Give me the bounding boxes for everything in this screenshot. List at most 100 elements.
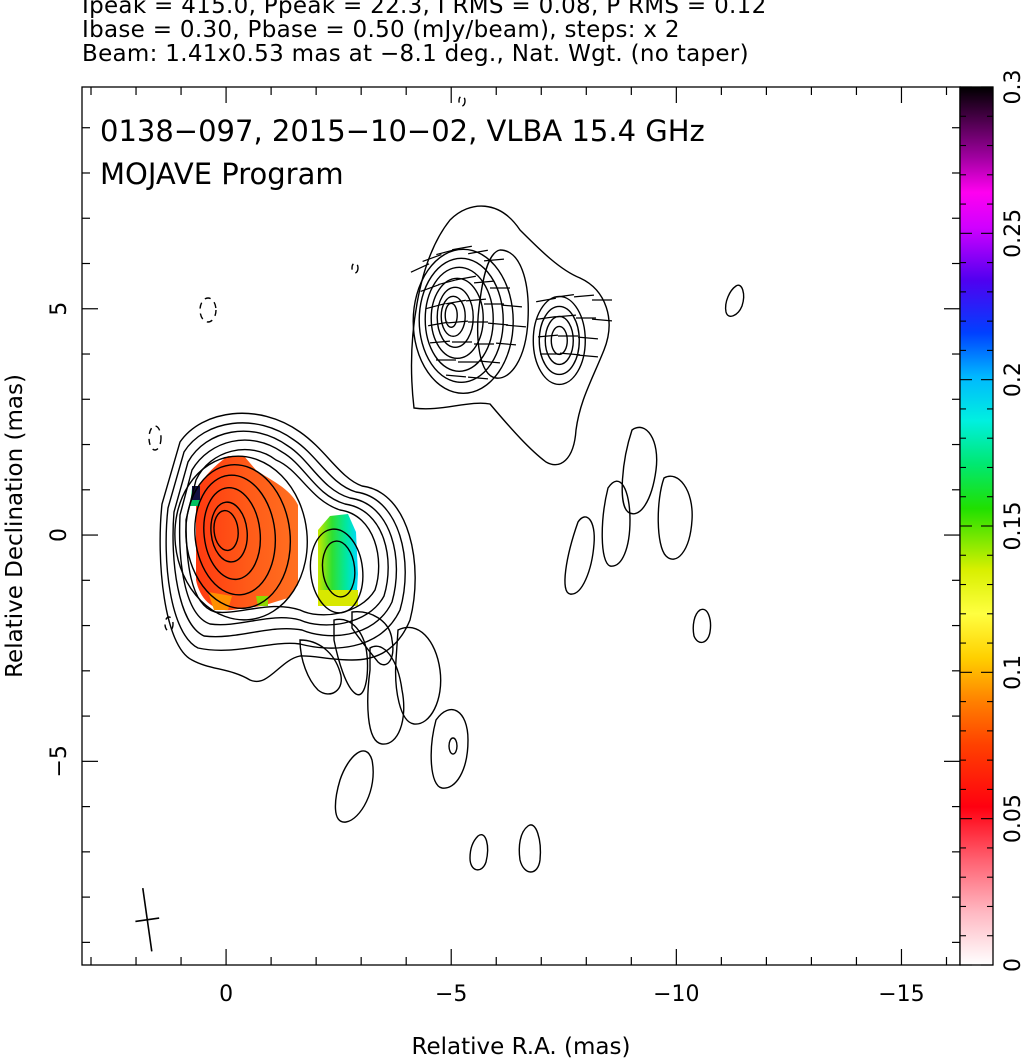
x-tick-label: 0 — [219, 982, 233, 1007]
evpa-tick — [447, 320, 469, 324]
y-tick-label: −5 — [47, 745, 72, 777]
evpa-tick — [422, 254, 442, 262]
colorbar-tick-label: 0.05 — [1001, 794, 1021, 843]
evpa-tick — [577, 354, 599, 358]
evpa-tick — [428, 321, 448, 327]
evpa-tick — [479, 360, 501, 364]
negative-contour — [351, 262, 359, 274]
evpa-tick — [445, 374, 467, 378]
plot-title-source: 0138−097, 2015−10−02, VLBA 15.4 GHz — [100, 114, 705, 148]
core-envelope-contour — [185, 448, 380, 616]
x-tick-label: −5 — [435, 982, 467, 1007]
jet-contour — [601, 480, 631, 567]
jet-contour — [299, 639, 342, 695]
pol-patch — [318, 590, 358, 606]
core-envelope-contour — [159, 412, 416, 683]
core-contour — [210, 501, 248, 563]
x-tick-label: −15 — [878, 982, 924, 1007]
header-line-beam: Beam: 1.41x0.53 mas at −8.1 deg., Nat. W… — [82, 41, 749, 67]
evpa-tick — [495, 342, 517, 346]
jet-contour — [333, 618, 369, 696]
y-axis-label: Relative Declination (mas) — [2, 374, 28, 678]
core-envelope-contour — [178, 439, 389, 626]
colorbar-tick-label: 0.2 — [1001, 362, 1021, 397]
evpa-tick — [573, 294, 595, 298]
core-envelope-contour — [172, 430, 398, 638]
header-line-peak-rms: Ipeak = 415.0, Ppeak = 22.3, I RMS = 0.0… — [82, 0, 767, 19]
north-component-contour — [477, 249, 529, 379]
jet-contour — [334, 750, 374, 823]
north-component-contour — [412, 248, 514, 394]
negative-contour — [148, 425, 162, 451]
north-knot-contour — [538, 305, 580, 376]
plot-title-program: MOJAVE Program — [100, 157, 344, 191]
colorbar-tick-label: 0.25 — [1001, 209, 1021, 258]
pol-patch-dark — [192, 486, 200, 500]
evpa-tick — [456, 275, 476, 281]
jet-contour — [657, 475, 693, 560]
core-contour — [213, 509, 239, 552]
plot-header: Ipeak = 415.0, Ppeak = 22.3, I RMS = 0.0… — [82, 0, 1012, 66]
evpa-tick — [420, 284, 440, 292]
evpa-tick — [505, 324, 527, 328]
pol-patch — [256, 596, 268, 606]
evpa-tick — [467, 376, 489, 380]
core-envelope-contour — [165, 422, 406, 651]
colorbar-tick-label: 0.1 — [1001, 655, 1021, 690]
evpa-tick — [452, 245, 472, 251]
evpa-tick — [468, 249, 488, 255]
negative-contour — [458, 95, 466, 107]
core-contour — [203, 486, 262, 581]
jet-contour — [621, 426, 658, 515]
negative-contour — [199, 297, 217, 323]
evpa-tick — [536, 297, 556, 303]
north-knot-contour — [550, 325, 568, 356]
jet-contour — [367, 645, 405, 745]
evpa-tick — [487, 322, 509, 326]
colorbar-tick-label: 0 — [1001, 958, 1021, 972]
evpa-tick — [555, 314, 577, 318]
evpa-tick — [426, 302, 446, 310]
jet-contour — [564, 516, 595, 595]
evpa-tick — [410, 263, 430, 273]
beam-minor-axis — [135, 917, 160, 923]
evpa-tick — [554, 294, 574, 298]
beam-marker — [135, 888, 160, 952]
fractional-polarization-map — [190, 456, 358, 611]
jet-contour — [518, 824, 542, 873]
north-component-contour — [424, 266, 494, 372]
north-component-contour — [444, 302, 458, 328]
jet-contour — [394, 626, 442, 725]
jet-contour — [430, 708, 469, 789]
north-component-contour — [430, 277, 484, 359]
stokes-i-contours — [148, 95, 745, 873]
evpa-tick — [501, 304, 523, 308]
core-contour — [194, 474, 277, 596]
evpa-tick — [438, 278, 458, 286]
north-envelope-contour — [410, 205, 610, 466]
evpa-tick — [559, 352, 581, 356]
x-tick-label: −10 — [653, 982, 699, 1007]
colorbar-tick-label: 0.15 — [1001, 502, 1021, 551]
core-contour — [174, 455, 308, 621]
x-axis-label: Relative R.A. (mas) — [412, 1034, 631, 1060]
knot-contour — [309, 528, 364, 614]
axis-ticks: 0 −5 −10 −15 5 0 −5 — [47, 87, 960, 1007]
y-tick-label: 0 — [47, 528, 72, 542]
colorbar-tick-label: 0.3 — [1001, 70, 1021, 105]
north-component-contour — [418, 257, 504, 383]
north-component-contour — [440, 295, 466, 337]
jet-contour — [724, 284, 745, 317]
jet-contour — [351, 611, 394, 666]
evpa-tick — [483, 258, 505, 262]
header-line-base-contours: Ibase = 0.30, Pbase = 0.50 (mJy/beam), s… — [82, 17, 680, 43]
evpa-tick — [591, 318, 613, 322]
y-tick-label: 5 — [47, 302, 72, 316]
north-component-contour — [436, 286, 474, 348]
north-knot-contour — [532, 295, 586, 386]
north-knot-contour — [544, 315, 574, 366]
evpa-ticks — [410, 245, 613, 380]
evpa-tick — [577, 336, 599, 340]
evpa-tick — [446, 299, 466, 305]
